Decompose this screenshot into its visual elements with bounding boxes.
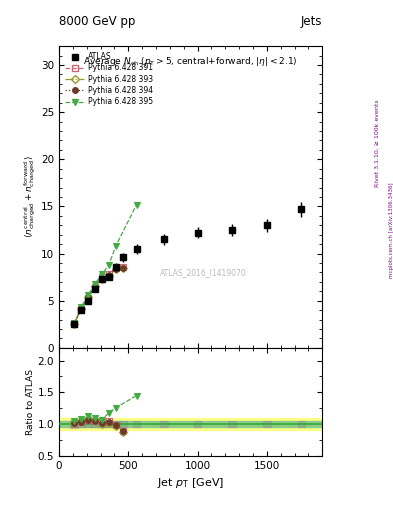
Pythia 6.428 393 <box>120 265 125 271</box>
Bar <box>112 421 119 427</box>
Bar <box>228 421 236 428</box>
Legend: ATLAS, Pythia 6.428 391, Pythia 6.428 393, Pythia 6.428 394, Pythia 6.428 395: ATLAS, Pythia 6.428 391, Pythia 6.428 39… <box>63 50 155 109</box>
Pythia 6.428 394 <box>107 272 111 279</box>
Bar <box>263 420 271 428</box>
Line: Pythia 6.428 391: Pythia 6.428 391 <box>72 264 125 327</box>
Line: Pythia 6.428 395: Pythia 6.428 395 <box>72 202 140 326</box>
Pythia 6.428 394 <box>120 265 125 271</box>
Pythia 6.428 393 <box>72 321 77 327</box>
Bar <box>119 421 127 427</box>
Y-axis label: Ratio to ATLAS: Ratio to ATLAS <box>26 369 35 435</box>
Pythia 6.428 393 <box>99 275 104 282</box>
Y-axis label: $\langle n^{\rm central}_{\rm charged} + n^{\rm forward}_{\rm charged} \rangle$: $\langle n^{\rm central}_{\rm charged} +… <box>22 156 38 239</box>
Pythia 6.428 395 <box>99 271 104 278</box>
Pythia 6.428 391 <box>86 295 90 301</box>
Bar <box>77 421 85 427</box>
Bar <box>84 421 92 427</box>
Bar <box>91 421 99 427</box>
Bar <box>194 421 202 427</box>
Pythia 6.428 395 <box>114 243 118 249</box>
Pythia 6.428 395 <box>107 262 111 268</box>
Line: Pythia 6.428 394: Pythia 6.428 394 <box>72 265 125 327</box>
Text: Rivet 3.1.10, ≥ 100k events: Rivet 3.1.10, ≥ 100k events <box>375 99 380 187</box>
X-axis label: Jet $p_{\rm T}$ [GeV]: Jet $p_{\rm T}$ [GeV] <box>157 476 224 490</box>
Pythia 6.428 395 <box>93 281 97 287</box>
Pythia 6.428 391 <box>107 271 111 278</box>
Pythia 6.428 391 <box>93 284 97 290</box>
Bar <box>105 421 113 426</box>
Pythia 6.428 394 <box>93 284 97 290</box>
Bar <box>133 421 140 427</box>
Pythia 6.428 391 <box>99 274 104 280</box>
Pythia 6.428 393 <box>86 294 90 300</box>
Bar <box>98 421 106 426</box>
Pythia 6.428 391 <box>114 265 118 271</box>
Pythia 6.428 394 <box>86 294 90 301</box>
Line: Pythia 6.428 393: Pythia 6.428 393 <box>72 265 125 327</box>
Text: Jets: Jets <box>301 15 322 28</box>
Pythia 6.428 391 <box>120 264 125 270</box>
Text: Average $N_{\rm ch}$ ($p_{\rm T}>5$, central+forward, $|\eta| < 2.1$): Average $N_{\rm ch}$ ($p_{\rm T}>5$, cen… <box>83 55 298 68</box>
Pythia 6.428 393 <box>79 306 83 312</box>
Bar <box>59 421 322 427</box>
Pythia 6.428 391 <box>79 306 83 312</box>
Pythia 6.428 394 <box>79 306 83 312</box>
Pythia 6.428 395 <box>72 321 77 327</box>
Text: mcplots.cern.ch [arXiv:1306.3436]: mcplots.cern.ch [arXiv:1306.3436] <box>389 183 393 278</box>
Text: 8000 GeV pp: 8000 GeV pp <box>59 15 135 28</box>
Pythia 6.428 393 <box>93 283 97 289</box>
Pythia 6.428 394 <box>114 266 118 272</box>
Pythia 6.428 394 <box>72 321 77 327</box>
Pythia 6.428 393 <box>107 273 111 279</box>
Bar <box>59 418 322 430</box>
Bar <box>298 420 305 428</box>
Bar <box>70 420 78 428</box>
Pythia 6.428 395 <box>79 304 83 310</box>
Pythia 6.428 395 <box>86 292 90 298</box>
Text: ATLAS_2016_I1419070: ATLAS_2016_I1419070 <box>160 268 247 277</box>
Bar <box>160 421 168 427</box>
Pythia 6.428 394 <box>99 275 104 281</box>
Pythia 6.428 391 <box>72 321 77 327</box>
Pythia 6.428 395 <box>134 201 139 207</box>
Pythia 6.428 393 <box>114 266 118 272</box>
